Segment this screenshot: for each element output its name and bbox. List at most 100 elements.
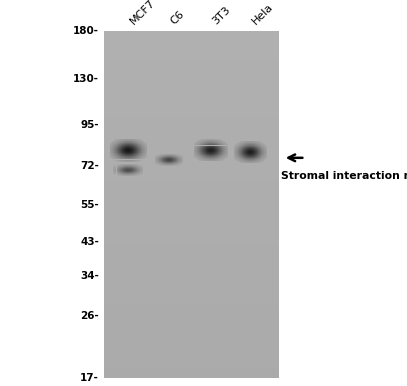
- Text: Hela: Hela: [250, 1, 275, 26]
- Bar: [104, 288, 279, 291]
- Bar: [104, 166, 279, 170]
- Bar: [104, 55, 279, 59]
- Bar: [104, 271, 279, 274]
- Bar: [104, 302, 279, 305]
- Bar: [104, 253, 279, 257]
- Bar: [104, 142, 279, 146]
- Bar: [104, 93, 279, 97]
- Bar: [104, 208, 279, 212]
- Bar: [104, 83, 279, 86]
- Bar: [104, 177, 279, 180]
- Bar: [104, 330, 279, 333]
- Bar: [104, 284, 279, 288]
- Bar: [104, 291, 279, 295]
- Bar: [104, 69, 279, 73]
- Bar: [104, 156, 279, 159]
- Bar: [104, 205, 279, 208]
- Bar: [104, 361, 279, 364]
- Bar: [104, 319, 279, 323]
- Text: 43-: 43-: [80, 237, 99, 247]
- Bar: [104, 111, 279, 114]
- Bar: [104, 312, 279, 316]
- Text: 55-: 55-: [80, 200, 99, 210]
- Bar: [104, 232, 279, 236]
- Bar: [104, 215, 279, 218]
- Bar: [104, 31, 279, 34]
- Bar: [104, 347, 279, 350]
- Bar: [104, 250, 279, 253]
- Text: 95-: 95-: [80, 120, 99, 130]
- Text: 26-: 26-: [80, 311, 99, 321]
- Bar: [104, 375, 279, 378]
- Bar: [104, 135, 279, 139]
- Bar: [104, 264, 279, 267]
- Bar: [104, 66, 279, 69]
- Bar: [104, 212, 279, 215]
- Bar: [104, 229, 279, 232]
- Bar: [104, 295, 279, 298]
- Bar: [104, 107, 279, 111]
- Bar: [104, 41, 279, 45]
- Bar: [104, 114, 279, 118]
- Bar: [104, 118, 279, 121]
- Bar: [104, 267, 279, 271]
- Text: 72-: 72-: [80, 161, 99, 171]
- Bar: [104, 326, 279, 330]
- Bar: [104, 344, 279, 347]
- Bar: [104, 59, 279, 62]
- Bar: [104, 152, 279, 156]
- Bar: [104, 121, 279, 125]
- Bar: [104, 159, 279, 163]
- Text: 17-: 17-: [80, 373, 99, 383]
- Bar: [104, 278, 279, 281]
- Bar: [104, 316, 279, 319]
- Bar: [104, 260, 279, 264]
- Bar: [104, 371, 279, 375]
- Bar: [104, 305, 279, 309]
- Bar: [104, 281, 279, 284]
- Bar: [104, 187, 279, 191]
- Bar: [104, 357, 279, 361]
- Bar: [104, 243, 279, 246]
- Bar: [104, 125, 279, 128]
- Bar: [104, 128, 279, 132]
- Bar: [104, 274, 279, 278]
- Bar: [104, 354, 279, 357]
- Bar: [104, 222, 279, 225]
- Bar: [104, 246, 279, 250]
- Bar: [104, 104, 279, 107]
- Bar: [104, 170, 279, 173]
- Bar: [104, 76, 279, 80]
- Bar: [104, 323, 279, 326]
- Text: C6: C6: [169, 9, 186, 26]
- Bar: [104, 333, 279, 337]
- Bar: [104, 80, 279, 83]
- Bar: [104, 364, 279, 368]
- Bar: [104, 62, 279, 66]
- Bar: [104, 86, 279, 90]
- Bar: [104, 139, 279, 142]
- Text: 130-: 130-: [73, 74, 99, 84]
- Bar: [104, 198, 279, 201]
- Bar: [104, 298, 279, 302]
- Bar: [104, 180, 279, 184]
- Bar: [104, 48, 279, 52]
- Bar: [104, 173, 279, 177]
- Bar: [104, 73, 279, 76]
- Text: MCF7: MCF7: [128, 0, 157, 26]
- Bar: [104, 132, 279, 135]
- Bar: [104, 34, 279, 38]
- Bar: [104, 100, 279, 104]
- Bar: [104, 337, 279, 340]
- Bar: [104, 236, 279, 239]
- Bar: [104, 184, 279, 187]
- Bar: [104, 309, 279, 312]
- Bar: [104, 45, 279, 48]
- Bar: [104, 350, 279, 354]
- Bar: [104, 239, 279, 243]
- Bar: [104, 225, 279, 229]
- Text: 34-: 34-: [80, 271, 99, 281]
- Text: 180-: 180-: [73, 26, 99, 36]
- Bar: [104, 38, 279, 41]
- Bar: [104, 340, 279, 344]
